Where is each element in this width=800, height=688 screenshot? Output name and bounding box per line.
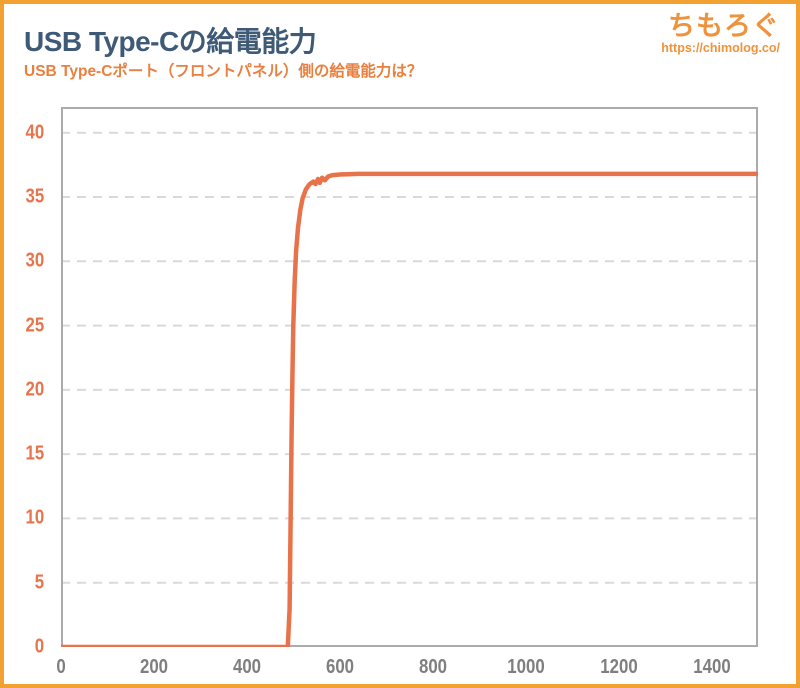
x-tick-label-1200: 1200 [599,656,638,678]
x-tick-label-800: 800 [418,656,447,678]
page-subtitle: USB Type-Cポート（フロントパネル）側の給電能力は？ [24,63,423,80]
site-logo-name: ちもろぐ [668,11,780,41]
x-tick-label-200: 200 [139,656,168,678]
y-tick-label-20: 20 [25,378,44,401]
y-tick-label-30: 30 [25,249,44,272]
y-tick-label-5: 5 [34,571,44,594]
plot-border [61,107,758,647]
page-title: USB Type-Cの給電能力 [24,26,317,57]
line-chart [61,107,758,647]
y-tick-label-40: 40 [25,121,44,144]
site-logo: ちもろぐ https://chimolog.co/ [661,12,780,55]
y-tick-label-25: 25 [25,314,44,337]
x-tick-label-1400: 1400 [692,656,731,678]
data-line [61,171,758,647]
y-tick-label-35: 35 [25,185,44,208]
plot-area [61,107,758,647]
x-tick-label-0: 0 [56,656,66,678]
y-tick-label-15: 15 [25,442,44,465]
x-tick-label-600: 600 [325,656,354,678]
site-logo-url: https://chimolog.co/ [661,41,780,56]
x-tick-label-1000: 1000 [506,656,545,678]
x-tick-label-400: 400 [232,656,261,678]
y-tick-label-0: 0 [34,635,44,658]
y-tick-label-10: 10 [25,506,44,529]
